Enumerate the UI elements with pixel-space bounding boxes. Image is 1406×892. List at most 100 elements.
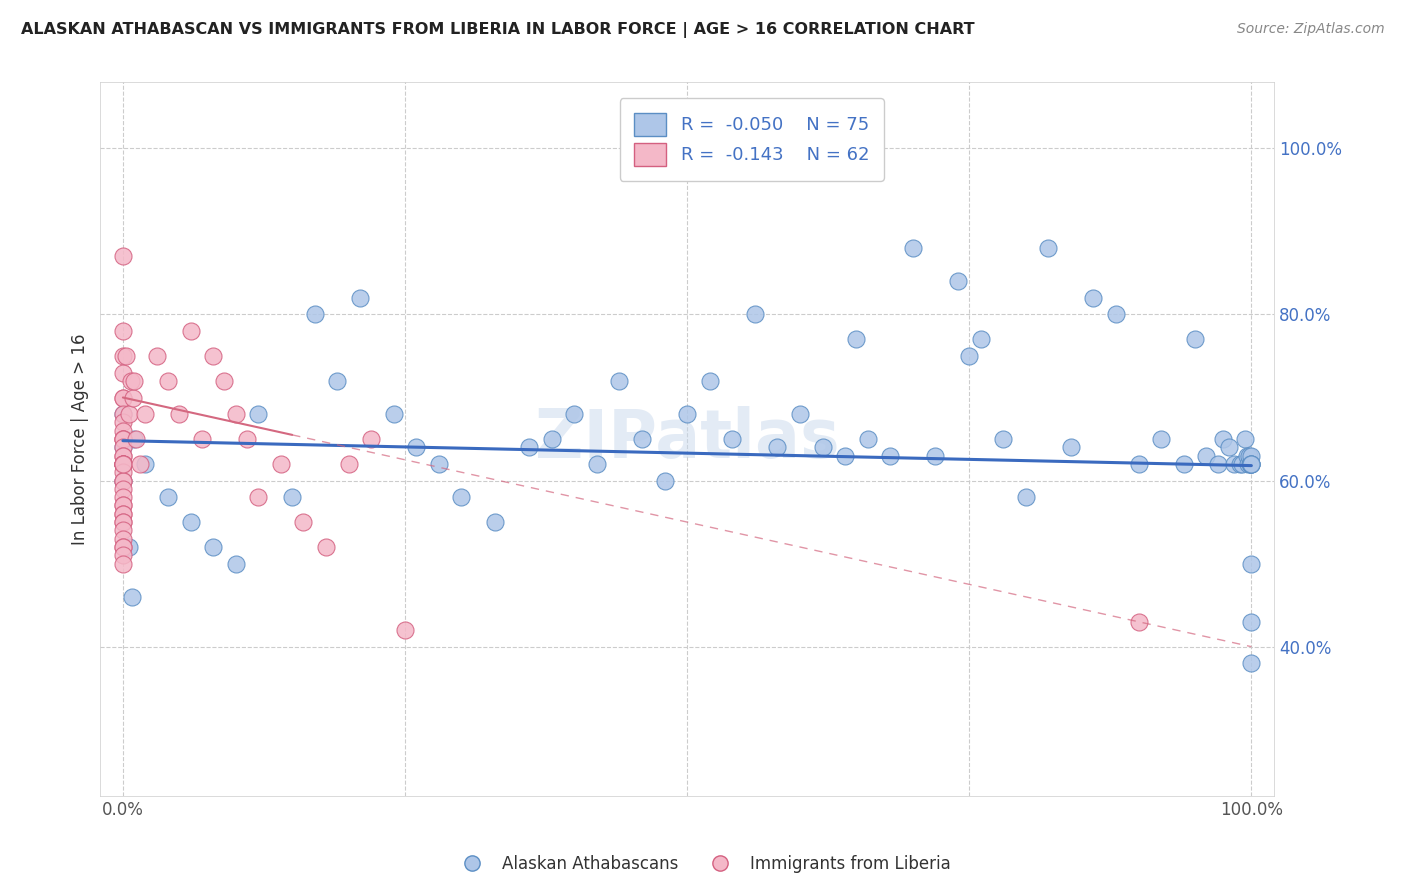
Point [111,515,134,529]
Point [111,432,134,446]
Point [157,374,180,388]
Point [180,324,202,338]
Point [382,407,405,421]
Point [120,374,142,388]
Point [1150,432,1173,446]
Point [834,449,856,463]
Point [270,457,292,471]
Point [111,432,134,446]
Point [111,490,134,504]
Point [631,432,654,446]
Point [957,349,980,363]
Point [1233,432,1256,446]
Point [111,407,134,421]
Point [586,457,609,471]
Point [121,590,143,604]
Point [744,308,766,322]
Point [111,474,134,488]
Point [1060,440,1083,454]
Point [111,457,134,471]
Point [1173,457,1195,471]
Point [134,407,156,421]
Point [111,457,134,471]
Point [111,391,134,405]
Point [236,432,259,446]
Point [111,457,134,471]
Point [1240,457,1263,471]
Point [111,457,134,471]
Point [856,432,879,446]
Point [1229,457,1251,471]
Point [117,407,139,421]
Point [789,407,811,421]
Text: ALASKAN ATHABASCAN VS IMMIGRANTS FROM LIBERIA IN LABOR FORCE | AGE > 16 CORRELAT: ALASKAN ATHABASCAN VS IMMIGRANTS FROM LI… [21,22,974,38]
Point [214,374,236,388]
Point [111,249,134,263]
Point [540,432,562,446]
Point [111,507,134,521]
Point [111,424,134,438]
Point [180,515,202,529]
Point [115,349,138,363]
Point [991,432,1014,446]
Point [879,449,901,463]
Point [111,557,134,571]
Point [225,557,247,571]
Point [1218,440,1240,454]
Point [517,440,540,454]
Point [654,474,676,488]
Point [128,457,150,471]
Point [360,432,382,446]
Point [122,432,145,446]
Point [1237,449,1260,463]
Point [1239,457,1261,471]
Point [394,623,416,637]
Point [450,490,472,504]
Point [111,499,134,513]
Point [111,349,134,363]
Point [111,507,134,521]
Point [405,440,427,454]
Point [111,465,134,479]
Point [117,540,139,554]
Point [1240,557,1263,571]
Point [1206,457,1229,471]
Point [924,449,946,463]
Point [1240,449,1263,463]
Point [1038,241,1060,255]
Point [1240,457,1263,471]
Point [111,524,134,538]
Point [969,332,991,346]
Point [191,432,214,446]
Y-axis label: In Labor Force | Age > 16: In Labor Force | Age > 16 [72,334,89,545]
Point [845,332,868,346]
Point [111,407,134,421]
Point [146,349,169,363]
Point [337,457,360,471]
Point [111,440,134,454]
Point [111,449,134,463]
Point [1240,457,1263,471]
Point [1212,432,1234,446]
Point [292,515,315,529]
Point [202,540,225,554]
Legend: R =  -0.050    N = 75, R =  -0.143    N = 62: R = -0.050 N = 75, R = -0.143 N = 62 [620,98,884,180]
Point [111,440,134,454]
Point [1239,457,1261,471]
Point [676,407,699,421]
Point [562,407,585,421]
Point [721,432,744,446]
Point [247,407,270,421]
Point [111,432,134,446]
Point [111,366,134,380]
Point [225,407,247,421]
Point [111,474,134,488]
Point [247,490,270,504]
Point [1014,490,1036,504]
Point [766,440,789,454]
Point [1105,308,1128,322]
Point [111,457,134,471]
Point [202,349,225,363]
Point [901,241,924,255]
Point [1223,457,1246,471]
